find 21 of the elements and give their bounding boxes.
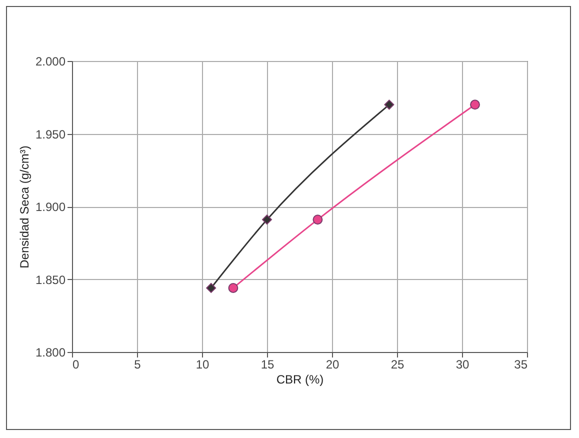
x-tick-label: 10 [196, 358, 210, 372]
y-tick-label: 1.850 [35, 272, 66, 287]
y-tick-label: 1.950 [35, 127, 66, 142]
x-axis-title: CBR (%) [276, 372, 324, 386]
y-axis-title: Densidad Seca (g/cm³) [17, 146, 32, 268]
y-tick-label: 1.900 [35, 200, 66, 214]
x-tick-label: 35 [514, 358, 528, 372]
point [206, 283, 216, 293]
x-tick-label: 5 [134, 358, 142, 372]
x-tick-label: 0 [72, 358, 80, 372]
point [384, 100, 394, 110]
x-tick-label: 30 [456, 358, 470, 372]
point [312, 214, 323, 225]
x-tick-label: 15 [260, 358, 274, 372]
point [262, 214, 272, 225]
point [228, 283, 238, 293]
y-tick-label: 1.800 [35, 346, 66, 360]
x-tick-label: 25 [390, 358, 404, 372]
x-tick-label: 20 [326, 358, 340, 372]
point [470, 100, 480, 110]
y-tick-label: 2.000 [35, 54, 66, 68]
